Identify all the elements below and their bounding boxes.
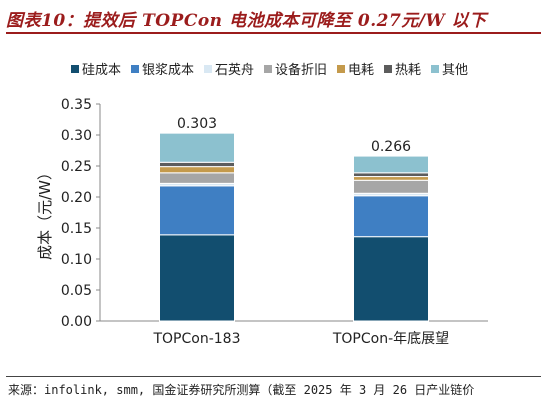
bar-segment-1-6: [353, 155, 429, 174]
y-tick-label-5: 0.25: [61, 159, 92, 175]
bar-segment-1-4: [353, 176, 429, 181]
bar-segment-1-0: [353, 236, 429, 322]
x-category-label-1: TOPCon-年底展望: [332, 331, 449, 347]
stacked-bar-chart: 硅成本 银浆成本 石英舟 设备折旧 电耗 热耗 其他 0.00 0.05 0.10 0.15 0.20…: [36, 62, 488, 347]
y-tick-label-6: 0.30: [61, 128, 92, 144]
legend-swatch-0: [71, 65, 79, 73]
source-divider: [6, 376, 541, 377]
y-tick-label-3: 0.15: [61, 221, 92, 237]
total-label-1: 0.266: [371, 139, 411, 155]
source-note: 来源：infolink, smm, 国金证券研究所测算（截至 2025 年 3 …: [8, 383, 475, 397]
bar-segment-1-1: [353, 195, 429, 238]
bar-segment-0-6: [159, 132, 235, 163]
total-label-0: 0.303: [177, 116, 217, 132]
bar-segment-0-5: [159, 161, 235, 168]
bar-segment-0-1: [159, 185, 235, 236]
x-category-label-0: TOPCon-183: [152, 331, 240, 347]
y-tick-label-7: 0.35: [61, 97, 92, 113]
legend-swatch-6: [431, 65, 439, 73]
bar-segment-0-3: [159, 172, 235, 184]
y-axis-label: 成本（元/W）: [36, 165, 54, 260]
figure-title: 图表10：提效后 TOPCon 电池成本可降至 0.27元/W 以下: [6, 11, 487, 31]
y-tick-label-2: 0.10: [61, 252, 92, 268]
bar-segment-0-0: [159, 234, 235, 322]
legend-label-0: 硅成本: [82, 63, 121, 78]
title-divider: [6, 32, 541, 34]
legend-label-5: 热耗: [395, 63, 421, 78]
legend-swatch-1: [131, 65, 139, 73]
legend-label-4: 电耗: [348, 63, 374, 78]
y-tick-label-4: 0.20: [61, 190, 92, 206]
y-tick-label-0: 0.00: [61, 314, 92, 330]
legend-label-6: 其他: [442, 63, 468, 78]
bar-segment-1-5: [353, 172, 429, 178]
legend-label-1: 银浆成本: [142, 63, 194, 78]
legend-swatch-5: [384, 65, 392, 73]
y-tick-label-1: 0.05: [61, 283, 92, 299]
bar-segment-1-3: [353, 179, 429, 194]
legend-label-3: 设备折旧: [275, 62, 327, 78]
legend-label-2: 石英舟: [215, 63, 254, 78]
bar-segment-0-4: [159, 166, 235, 174]
legend-swatch-3: [264, 65, 272, 73]
legend-swatch-4: [337, 65, 345, 73]
legend-swatch-2: [204, 65, 212, 73]
